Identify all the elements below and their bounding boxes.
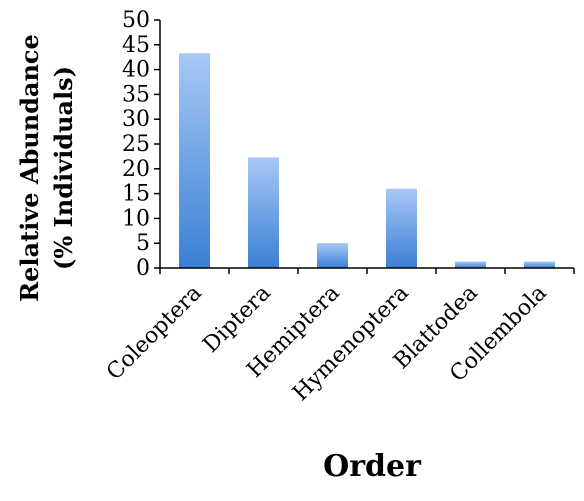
y-tick-label: 40 xyxy=(122,58,150,83)
y-tick-label: 25 xyxy=(122,132,150,157)
y-tick-label: 35 xyxy=(122,82,150,107)
y-tick-label: 15 xyxy=(122,182,150,207)
x-axis-ticks: ColeopteraDipteraHemipteraHymenopteraBla… xyxy=(102,268,575,406)
bar-hymenoptera xyxy=(386,188,417,268)
y-tick-label: 10 xyxy=(122,206,150,231)
y-tick-label: 45 xyxy=(122,33,150,58)
bars-group xyxy=(179,53,555,269)
bar-coleoptera xyxy=(179,53,210,269)
y-axis-title-line1: Relative Abundance xyxy=(15,34,44,302)
y-axis-title-line2: (% Individuals) xyxy=(49,66,78,270)
y-tick-label: 20 xyxy=(122,157,150,182)
bar-blattodea xyxy=(455,261,486,268)
bar-diptera xyxy=(248,157,279,268)
x-tick-label: Coleoptera xyxy=(102,281,207,386)
y-tick-label: 0 xyxy=(136,256,150,281)
y-tick-label: 5 xyxy=(136,231,150,256)
y-tick-label: 50 xyxy=(122,8,150,33)
x-axis-title: Order xyxy=(323,449,422,484)
y-tick-label: 30 xyxy=(122,107,150,132)
bar-hemiptera xyxy=(317,243,348,268)
bar-collembola xyxy=(524,261,555,268)
